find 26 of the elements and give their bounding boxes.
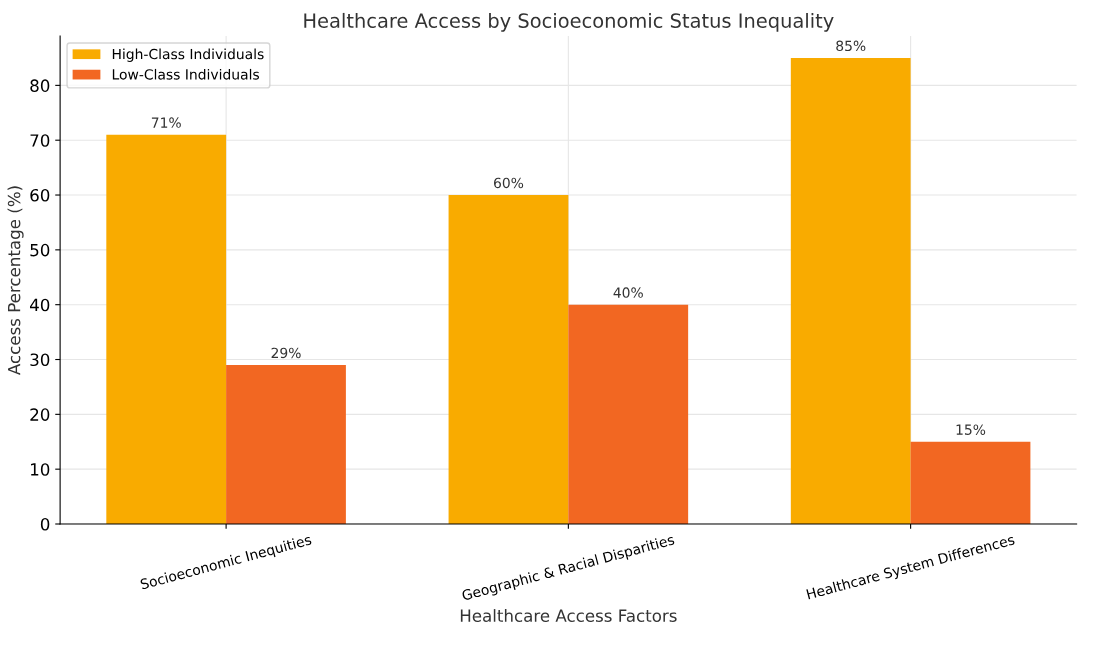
bar [448, 195, 569, 524]
y-tick-label: 20 [30, 408, 50, 421]
chart-title: Healthcare Access by Socioeconomic Status Inequality [304, 12, 834, 32]
data-label: 29% [271, 347, 301, 359]
bar [226, 365, 346, 524]
y-tick-label: 10 [31, 463, 50, 476]
y-axis-title: Access Percentage (%) [7, 186, 24, 375]
legend-label: Low-Class Individuals [112, 68, 260, 80]
data-label: 60% [494, 177, 524, 189]
bar [910, 441, 1031, 524]
bar [568, 304, 689, 524]
data-label: 71% [151, 117, 181, 128]
y-tick-label: 60 [30, 188, 50, 202]
data-label: 85% [836, 40, 866, 52]
x-axis-title: Healthcare Access Factors [460, 609, 677, 622]
y-tick-label: 50 [30, 243, 50, 257]
bar [106, 134, 227, 524]
y-tick-label: 0 [40, 517, 50, 531]
y-tick-label: 30 [30, 353, 50, 367]
y-tick-label: 80 [30, 79, 50, 92]
data-label: 40% [613, 287, 643, 298]
bar [790, 57, 911, 524]
data-label: 15% [956, 424, 986, 435]
legend-label: High-Class Individuals [112, 48, 264, 62]
y-tick-label: 70 [30, 134, 50, 147]
y-tick-label: 40 [30, 298, 50, 312]
